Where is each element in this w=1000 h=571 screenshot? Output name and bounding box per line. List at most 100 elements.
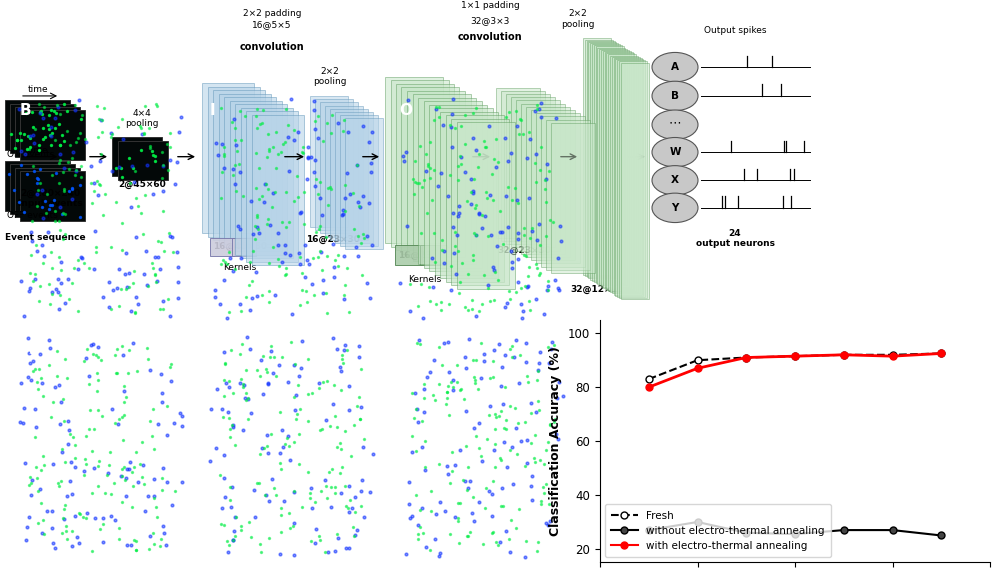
Point	[56, 186, 72, 195]
Point	[27, 269, 43, 278]
Bar	[446, 115, 504, 282]
Point	[22, 359, 38, 368]
Point	[119, 465, 135, 474]
Point	[338, 544, 354, 553]
Point	[275, 140, 291, 149]
Point	[81, 371, 97, 380]
Point	[32, 164, 48, 174]
Point	[36, 460, 52, 469]
Point	[146, 475, 162, 484]
Point	[86, 425, 102, 434]
Point	[327, 482, 343, 491]
Point	[520, 272, 536, 281]
Point	[30, 185, 46, 194]
Point	[274, 258, 290, 267]
Point	[61, 295, 77, 304]
Point	[480, 284, 496, 293]
Point	[491, 412, 507, 421]
Point	[496, 437, 512, 447]
Point	[471, 307, 487, 316]
Point	[527, 158, 543, 167]
Point	[20, 373, 36, 382]
Point	[233, 307, 249, 316]
Point	[274, 352, 290, 361]
Point	[334, 210, 350, 219]
Point	[286, 361, 302, 370]
Point	[537, 176, 553, 185]
Point	[26, 139, 42, 148]
Point	[35, 114, 51, 123]
Point	[44, 507, 60, 516]
Point	[39, 506, 55, 515]
Point	[67, 453, 83, 463]
Point	[260, 214, 276, 223]
Point	[466, 228, 482, 238]
Point	[162, 312, 178, 321]
Point	[232, 379, 248, 388]
Point	[270, 240, 286, 250]
Point	[62, 140, 78, 150]
Point	[133, 124, 149, 133]
Bar	[15, 107, 80, 156]
Point	[244, 293, 260, 303]
Point	[420, 162, 436, 171]
Point	[498, 191, 514, 200]
Point	[107, 419, 123, 428]
Point	[216, 275, 232, 284]
Point	[484, 489, 500, 498]
Point	[333, 445, 349, 454]
Point	[147, 152, 163, 161]
Point	[330, 533, 346, 542]
Point	[111, 264, 127, 273]
Point	[508, 287, 524, 296]
Point	[154, 474, 170, 483]
Point	[476, 271, 492, 280]
Point	[450, 247, 466, 256]
Point	[518, 339, 534, 348]
Point	[13, 276, 29, 286]
Point	[345, 189, 361, 198]
Point	[111, 534, 127, 543]
Point	[113, 472, 129, 481]
Point	[116, 411, 132, 420]
Bar	[429, 105, 487, 271]
Bar	[5, 100, 70, 150]
Point	[436, 258, 452, 267]
Point	[155, 160, 171, 170]
Point	[428, 104, 444, 114]
Text: 32@23×30: 32@23×30	[497, 246, 551, 255]
Bar	[390, 81, 448, 247]
Point	[148, 278, 164, 287]
Point	[521, 127, 537, 136]
Point	[61, 426, 77, 435]
Point	[475, 540, 491, 549]
Point	[227, 440, 243, 449]
Point	[468, 146, 484, 155]
Point	[90, 352, 106, 361]
Point	[145, 190, 161, 199]
Point	[20, 333, 36, 343]
Point	[356, 512, 372, 521]
Point	[540, 437, 556, 447]
Point	[68, 166, 84, 175]
Point	[155, 187, 171, 196]
Point	[325, 240, 341, 249]
Fresh	[887, 351, 899, 358]
Point	[440, 191, 456, 200]
Point	[445, 208, 461, 218]
Point	[228, 512, 244, 521]
Point	[536, 489, 552, 498]
Point	[48, 285, 64, 294]
Point	[254, 191, 270, 200]
Point	[156, 528, 172, 537]
Point	[235, 192, 251, 201]
Point	[430, 181, 446, 190]
Point	[248, 112, 264, 121]
Point	[463, 175, 479, 184]
Point	[432, 497, 448, 506]
Point	[528, 295, 544, 304]
Point	[107, 351, 123, 360]
Point	[156, 247, 172, 256]
Point	[550, 254, 566, 263]
Point	[86, 187, 102, 196]
